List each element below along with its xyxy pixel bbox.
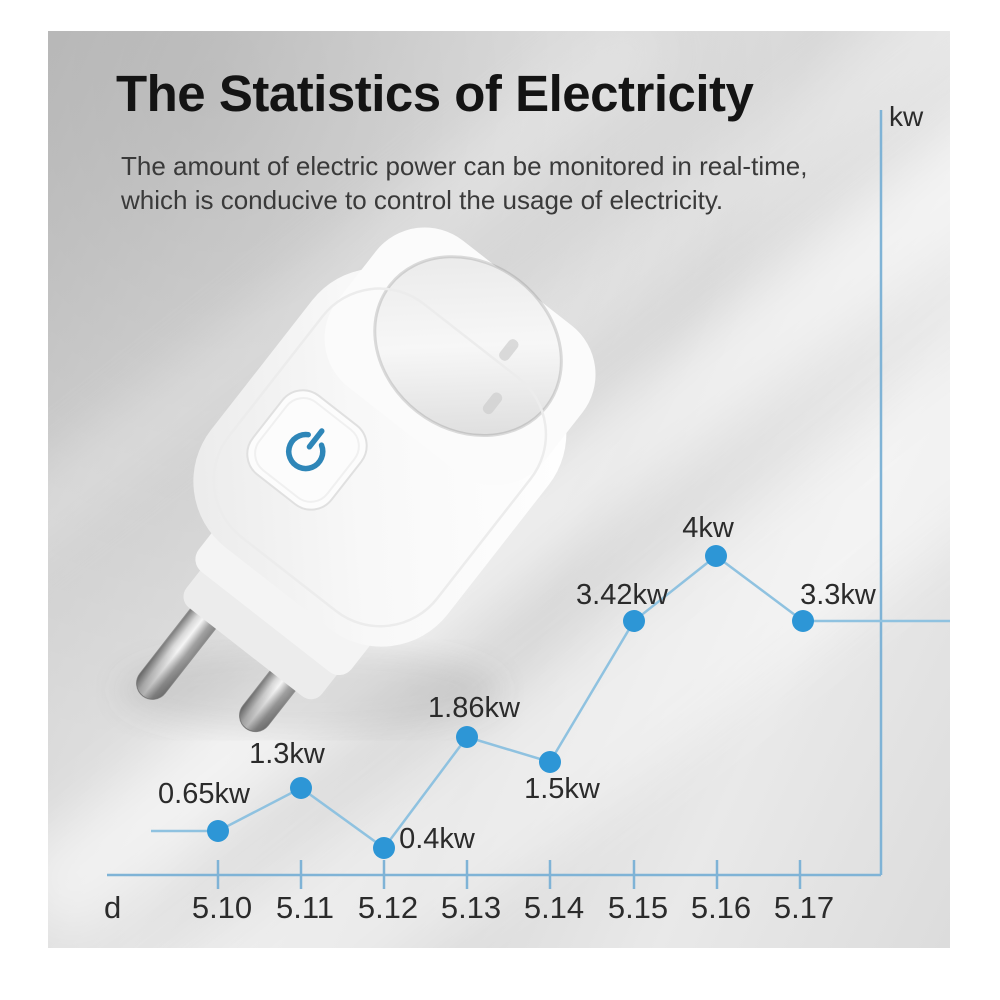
point-value-label: 3.42kw bbox=[576, 579, 668, 611]
data-point bbox=[539, 751, 561, 773]
tick-label: 5.13 bbox=[440, 890, 502, 925]
data-line bbox=[151, 554, 950, 850]
data-point bbox=[456, 726, 478, 748]
tick-label: 5.11 bbox=[275, 890, 335, 925]
point-value-label: 0.4kw bbox=[399, 823, 475, 855]
face-seam bbox=[212, 287, 548, 628]
point-value-label: 1.5kw bbox=[524, 773, 600, 805]
point-value-label: 1.3kw bbox=[249, 738, 325, 770]
data-point bbox=[290, 777, 312, 799]
data-point bbox=[207, 820, 229, 842]
data-point bbox=[705, 545, 727, 567]
power-button bbox=[246, 389, 368, 511]
plug-base-step bbox=[195, 521, 373, 676]
subtitle-line-2: which is conducive to control the usage … bbox=[121, 185, 724, 215]
point-value-label: 0.65kw bbox=[158, 778, 250, 810]
socket-contact bbox=[482, 392, 503, 415]
point-value-label: 1.86kw bbox=[428, 692, 520, 724]
data-points bbox=[207, 545, 814, 859]
x-axis-ticks bbox=[216, 860, 802, 889]
point-value-label: 4kw bbox=[682, 512, 734, 544]
tick-label: 5.16 bbox=[690, 890, 752, 925]
page-subtitle: The amount of electric power can be moni… bbox=[121, 149, 807, 217]
plug-body-group bbox=[136, 227, 596, 733]
point-value-label: 3.3kw bbox=[800, 579, 876, 611]
power-icon bbox=[286, 428, 326, 472]
tick-label: 5.12 bbox=[357, 890, 419, 925]
data-point bbox=[792, 610, 814, 632]
tick-label: 5.15 bbox=[607, 890, 669, 925]
x-axis-label: d bbox=[104, 890, 122, 925]
tick-label: 5.14 bbox=[523, 890, 585, 925]
socket-contact bbox=[499, 339, 519, 361]
subtitle-line-1: The amount of electric power can be moni… bbox=[121, 151, 808, 181]
data-point bbox=[623, 610, 645, 632]
tick-label: 5.17 bbox=[773, 890, 835, 925]
y-axis-label: kw bbox=[889, 101, 924, 132]
plug-base-step bbox=[183, 560, 343, 700]
data-point bbox=[373, 837, 395, 859]
tick-label: 5.10 bbox=[191, 890, 253, 925]
page-title: The Statistics of Electricity bbox=[116, 65, 754, 122]
